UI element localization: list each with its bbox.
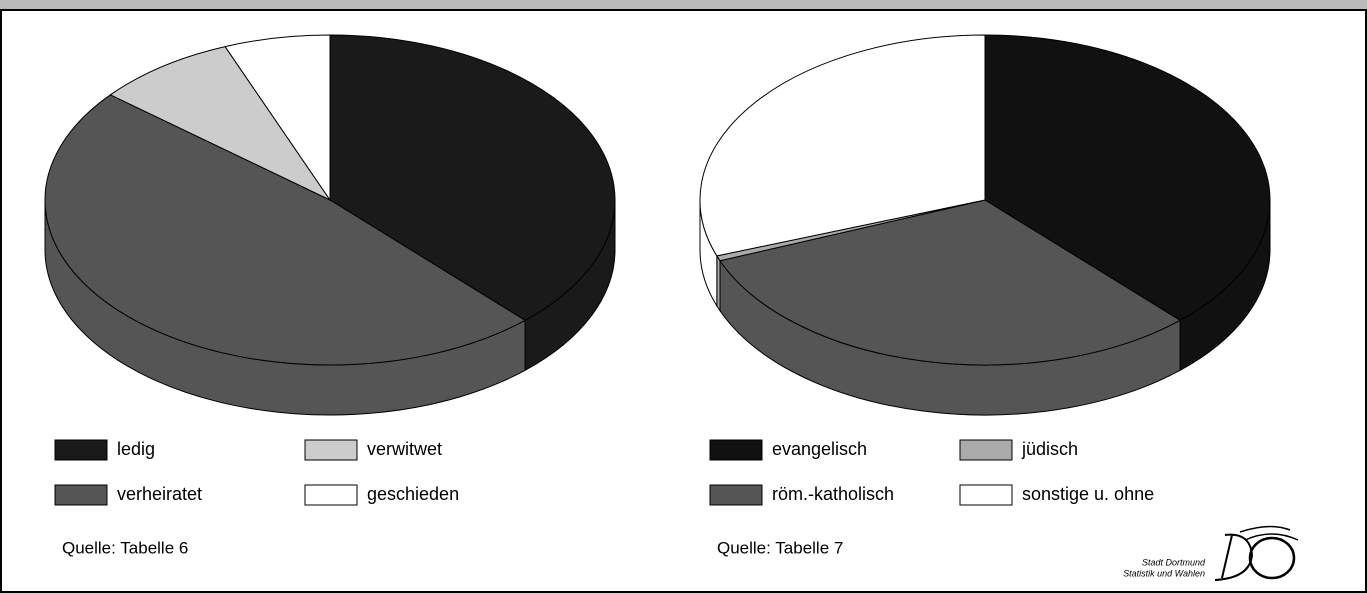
slice	[719, 199, 1182, 366]
slice	[984, 34, 1271, 321]
logo-line2: Statistik und Wahlen	[1123, 568, 1205, 578]
legend-swatch	[54, 484, 108, 506]
legend-swatch	[54, 439, 108, 461]
slice	[699, 34, 986, 257]
legend-label: geschieden	[367, 484, 459, 504]
slice	[329, 34, 616, 321]
logo-o	[1248, 536, 1296, 580]
logo-lines	[1239, 525, 1299, 541]
legend-label: verwitwet	[367, 439, 442, 459]
logo-d	[1214, 533, 1254, 581]
top-strip	[0, 0, 1367, 10]
slice	[224, 34, 331, 202]
slice	[109, 46, 332, 202]
legend-label: jüdisch	[1021, 439, 1078, 459]
legend-swatch	[959, 439, 1013, 461]
legend-label: sonstige u. ohne	[1022, 484, 1154, 504]
slice	[44, 94, 527, 366]
logo: Stadt Dortmund Statistik und Wahlen	[1123, 525, 1299, 581]
logo-line1: Stadt Dortmund	[1142, 557, 1206, 567]
legend-swatch	[304, 484, 358, 506]
legend-label: evangelisch	[772, 439, 867, 459]
source-note: Quelle: Tabelle 7	[717, 538, 843, 557]
legend-label: röm.-katholisch	[772, 484, 894, 504]
legend-swatch	[709, 484, 763, 506]
legend-label: verheiratet	[117, 484, 202, 504]
legend-swatch	[304, 439, 358, 461]
legend-label: ledig	[117, 439, 155, 459]
legend-swatch	[709, 439, 763, 461]
source-note: Quelle: Tabelle 6	[62, 538, 188, 557]
legend-swatch	[959, 484, 1013, 506]
